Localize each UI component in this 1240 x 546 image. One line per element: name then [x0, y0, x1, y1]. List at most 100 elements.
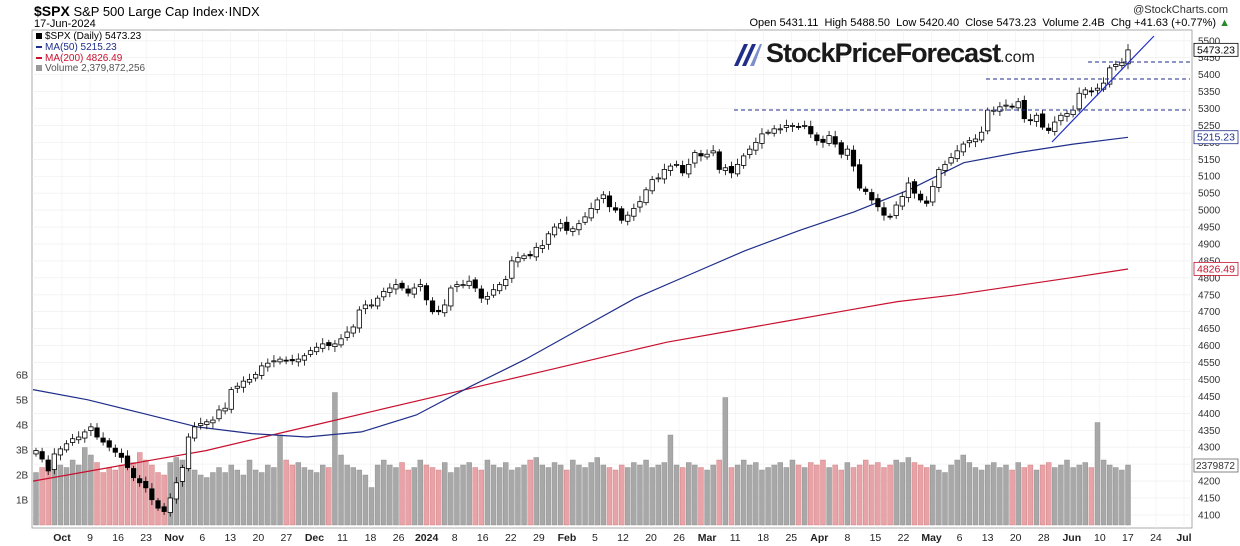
- x-tick-label: 20: [1010, 532, 1022, 544]
- candle-body: [497, 284, 503, 292]
- x-tick-label: 15: [870, 532, 882, 544]
- candle-body: [63, 443, 70, 451]
- volume-bar: [862, 459, 869, 526]
- brand-suffix: .com: [1000, 49, 1035, 66]
- chart-frame: [31, 29, 1193, 529]
- volume-bar: [557, 464, 564, 526]
- candle-body: [228, 389, 234, 410]
- candle-body: [710, 150, 716, 154]
- x-tick-label: May: [921, 532, 942, 544]
- x-tick-label: 8: [844, 532, 850, 544]
- volume-bar: [753, 462, 759, 526]
- volume-bar: [228, 464, 234, 526]
- y-tick-label: 4400: [1198, 409, 1221, 420]
- candle-body: [594, 199, 600, 210]
- volume-bar: [692, 464, 698, 526]
- candle-body: [509, 260, 515, 279]
- candle-body: [124, 455, 131, 468]
- legend-volume: Volume 2,379,872,256: [36, 63, 145, 74]
- volume-bar: [429, 467, 436, 526]
- volume-bar: [551, 462, 558, 526]
- volume-bar: [1045, 462, 1052, 526]
- candle-body: [515, 257, 521, 263]
- candle-body: [100, 437, 106, 443]
- volume-bar: [722, 397, 729, 526]
- price-tag-label: 5215.23: [1197, 132, 1235, 144]
- x-tick-label: 16: [112, 532, 124, 544]
- volume-bar: [1113, 467, 1119, 526]
- volume-bar: [570, 459, 576, 526]
- candle-body: [1064, 113, 1070, 117]
- x-tick-label: 26: [673, 532, 685, 544]
- volume-value: 2.4B: [1082, 17, 1105, 29]
- candle-body: [246, 379, 253, 383]
- candle-body: [143, 480, 149, 489]
- y-tick-label: 5100: [1198, 172, 1221, 183]
- candle-body: [112, 447, 118, 453]
- candle-body: [899, 196, 905, 207]
- candle-body: [234, 385, 240, 389]
- y-tick-label: 4300: [1198, 443, 1221, 454]
- candle-body: [271, 360, 277, 363]
- exchange: INDX: [228, 4, 260, 19]
- x-tick-label: 27: [281, 532, 293, 544]
- volume-bar: [216, 467, 222, 526]
- candle-body: [808, 126, 814, 135]
- candle-body: [1027, 119, 1033, 122]
- volume-bar: [978, 469, 985, 526]
- candle-body: [179, 467, 186, 482]
- candle-body: [118, 452, 125, 458]
- candle-body: [307, 350, 314, 355]
- volume-tick-label: 6B: [16, 371, 29, 382]
- x-tick-label: Jul: [1176, 532, 1191, 544]
- candle-body: [966, 140, 972, 144]
- candle-body: [192, 426, 198, 439]
- candle-body: [155, 500, 161, 509]
- candle-body: [314, 346, 320, 353]
- x-tick-label: 5: [592, 532, 598, 544]
- price-tags: 5473.23 5215.23 4826.49 2379872: [1193, 42, 1239, 473]
- candle-body: [533, 246, 539, 258]
- candle-body: [1082, 89, 1088, 95]
- x-tick-label: Apr: [810, 532, 828, 544]
- index-name: S&P 500 Large Cap Index: [73, 4, 225, 19]
- volume-tick-label: 4B: [16, 421, 29, 432]
- candle-body: [259, 365, 265, 376]
- candle-body: [789, 125, 796, 127]
- candle-body: [863, 188, 869, 192]
- legend-volume-text: Volume 2,379,872,256: [45, 63, 146, 74]
- candle-body: [1033, 114, 1040, 122]
- candle-body: [960, 143, 966, 153]
- price-tag-box: [1193, 261, 1239, 276]
- candle-body: [637, 201, 643, 208]
- volume-bar: [503, 462, 509, 526]
- candle-body: [356, 309, 362, 329]
- volume-bar: [545, 467, 552, 526]
- x-tick-label: Jun: [1062, 532, 1081, 544]
- candle-body: [771, 128, 777, 134]
- candle-body: [45, 459, 51, 472]
- price-tag-label: 5473.23: [1197, 44, 1235, 56]
- chart-date: 17-Jun-2024: [34, 18, 96, 30]
- candle-body: [558, 223, 564, 229]
- x-tick-label: 6: [199, 532, 205, 544]
- volume-bar: [130, 462, 137, 526]
- volume-bar: [1064, 459, 1070, 526]
- volume-bar: [942, 472, 948, 526]
- volume-bar: [301, 467, 308, 526]
- open-label: Open: [749, 17, 777, 29]
- volume-bar: [1100, 459, 1107, 526]
- volume-bar: [771, 464, 777, 526]
- x-tick-label: 29: [533, 532, 545, 544]
- ma200-swatch: [36, 57, 42, 60]
- candle-body: [844, 148, 850, 156]
- x-tick-label: 18: [757, 532, 769, 544]
- x-tick-label: Feb: [558, 532, 577, 544]
- candle-body: [429, 300, 436, 313]
- candle-body: [747, 148, 753, 155]
- y-tick-label: 4100: [1198, 510, 1221, 521]
- volume-bar: [814, 464, 820, 526]
- y-tick-label: 5350: [1198, 87, 1221, 98]
- candle-body: [1076, 92, 1082, 110]
